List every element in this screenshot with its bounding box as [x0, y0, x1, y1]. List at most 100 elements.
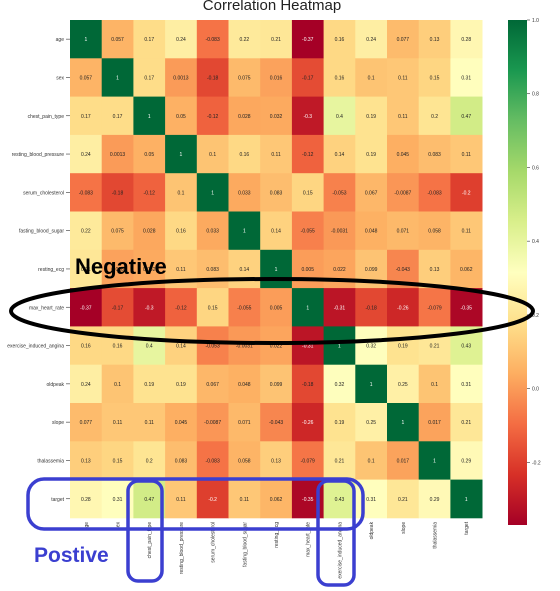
heatmap-cell — [133, 288, 166, 327]
heatmap-cell-value: -0.055 — [237, 305, 251, 311]
heatmap-cell — [387, 96, 420, 136]
heatmap-cell — [387, 288, 420, 327]
heatmap-cell — [323, 403, 356, 442]
heatmap-cell-value: -0.079 — [301, 458, 315, 464]
x-tick-label: fasting_blood_sugar — [242, 522, 248, 567]
heatmap-cell-value: -0.35 — [461, 305, 473, 311]
heatmap-cell-value: 1 — [84, 37, 87, 43]
heatmap-cell — [291, 58, 324, 97]
heatmap-cell — [323, 134, 356, 174]
heatmap-cell — [165, 326, 198, 366]
heatmap-cell-value: 0.43 — [461, 344, 471, 350]
heatmap-cell-value: -0.0031 — [331, 229, 348, 235]
negative-annotation-label: Negative — [75, 254, 167, 279]
heatmap-cell-value: 0.17 — [81, 114, 91, 120]
heatmap-cell — [70, 249, 103, 289]
heatmap-cell-value: 0.16 — [81, 344, 91, 350]
heatmap-cell — [228, 249, 261, 289]
heatmap-cell-value: 0.31 — [366, 497, 376, 503]
y-tick-label: resting_blood_pressure — [12, 152, 64, 158]
heatmap-cell — [355, 364, 388, 404]
heatmap-cell — [133, 441, 166, 480]
heatmap-cell-value: 0.11 — [240, 497, 250, 503]
heatmap-cell-value: 0.16 — [113, 344, 123, 350]
heatmap-cell — [101, 288, 134, 327]
heatmap-cell — [291, 288, 324, 327]
heatmap-cell-value: 0.19 — [144, 382, 154, 388]
colorbar-tick-label: 0.6 — [532, 165, 539, 171]
heatmap-cell — [165, 364, 198, 404]
heatmap-cell-value: 0.028 — [238, 114, 251, 120]
heatmap-cell-value: 0.13 — [430, 37, 440, 43]
heatmap-cell — [165, 441, 198, 480]
heatmap-cell-value: 0.11 — [176, 267, 186, 273]
heatmap-cell — [291, 134, 324, 174]
heatmap-cell-value: -0.18 — [302, 382, 314, 388]
x-tick-label: max_heart_rate — [306, 522, 312, 557]
heatmap-cell-value: 0.14 — [335, 152, 345, 158]
heatmap-cell-value: 0.13 — [430, 267, 440, 273]
heatmap-cell-value: 0.31 — [461, 382, 471, 388]
heatmap-cell-value: 1 — [433, 458, 436, 464]
heatmap-cell-value: 0.062 — [270, 497, 283, 503]
heatmap-cell — [228, 441, 261, 480]
heatmap-cell-value: -0.0087 — [204, 420, 221, 426]
heatmap-cell-value: 0.016 — [111, 267, 124, 273]
positive-column-highlight-exercise-angina — [316, 479, 356, 587]
heatmap-cell-value: 0.11 — [462, 229, 472, 235]
heatmap-cell-value: -0.079 — [427, 305, 441, 311]
colorbar: 1.0 0.8 0.6 0.4 0.2 0.0 -0.2 — [508, 18, 541, 525]
heatmap-cell-value: 0.05 — [176, 114, 186, 120]
heatmap-cell — [133, 96, 166, 136]
heatmap-cell-value: 0.017 — [397, 458, 410, 464]
heatmap-cell-value: 0.0013 — [173, 75, 189, 81]
heatmap-cell — [101, 134, 134, 174]
heatmap-cell-value: 0.21 — [398, 497, 408, 503]
y-tick-label: resting_ecg — [38, 267, 64, 273]
heatmap-cell-value: 1 — [275, 267, 278, 273]
heatmap-cell-value: -0.2 — [462, 190, 471, 196]
heatmap-cell — [260, 96, 293, 136]
heatmap-cell-value: 0.11 — [176, 497, 186, 503]
heatmap-cell — [228, 58, 261, 97]
x-tick-label: age — [84, 522, 90, 531]
heatmap-cell — [70, 134, 103, 174]
heatmap-cell — [323, 58, 356, 97]
colorbar-tick-label: 0.2 — [532, 313, 539, 319]
heatmap-cell-value: 0.47 — [461, 114, 471, 120]
heatmap-cell — [387, 326, 420, 366]
heatmap-cell — [133, 211, 166, 251]
heatmap-cell — [196, 364, 229, 404]
chart-title: Correlation Heatmap — [203, 0, 341, 14]
heatmap-cell-value: 0.062 — [460, 267, 473, 273]
heatmap-cell-value: 0.19 — [176, 382, 186, 388]
heatmap-cell — [387, 441, 420, 480]
heatmap-cell-value: -0.055 — [301, 229, 315, 235]
heatmap-cell — [418, 288, 451, 327]
heatmap-cell — [133, 173, 166, 212]
heatmap-cell — [450, 58, 483, 97]
heatmap-cell-value: -0.26 — [397, 305, 409, 311]
colorbar-tick-label: 0.8 — [532, 92, 539, 98]
heatmap-cell — [133, 403, 166, 442]
heatmap-cell-value: -0.0031 — [236, 344, 253, 350]
heatmap-cell-value: 0.4 — [146, 344, 153, 350]
heatmap-cell-value: 0.4 — [336, 114, 343, 120]
heatmap-cell-value: 0.28 — [461, 37, 471, 43]
heatmap-cell — [418, 96, 451, 136]
heatmap-cell-value: 0.15 — [208, 305, 218, 311]
heatmap-cell — [165, 20, 198, 59]
heatmap-cell — [387, 479, 420, 519]
y-tick-label: max_heart_rate — [29, 305, 64, 311]
heatmap-cell — [355, 20, 388, 59]
x-tick-label: oldpeak — [369, 521, 375, 539]
heatmap-cell — [228, 326, 261, 366]
heatmap-cell-value: 0.0013 — [110, 152, 126, 158]
heatmap-cell — [165, 211, 198, 251]
heatmap-cell-value: -0.26 — [302, 420, 314, 426]
heatmap-cell-value: 0.057 — [111, 37, 124, 43]
heatmap-cell-value: 0.005 — [301, 267, 314, 273]
positive-row-highlight-box — [26, 477, 365, 531]
heatmap-cell-value: -0.3 — [303, 114, 312, 120]
heatmap-cell-value: -0.31 — [334, 305, 346, 311]
